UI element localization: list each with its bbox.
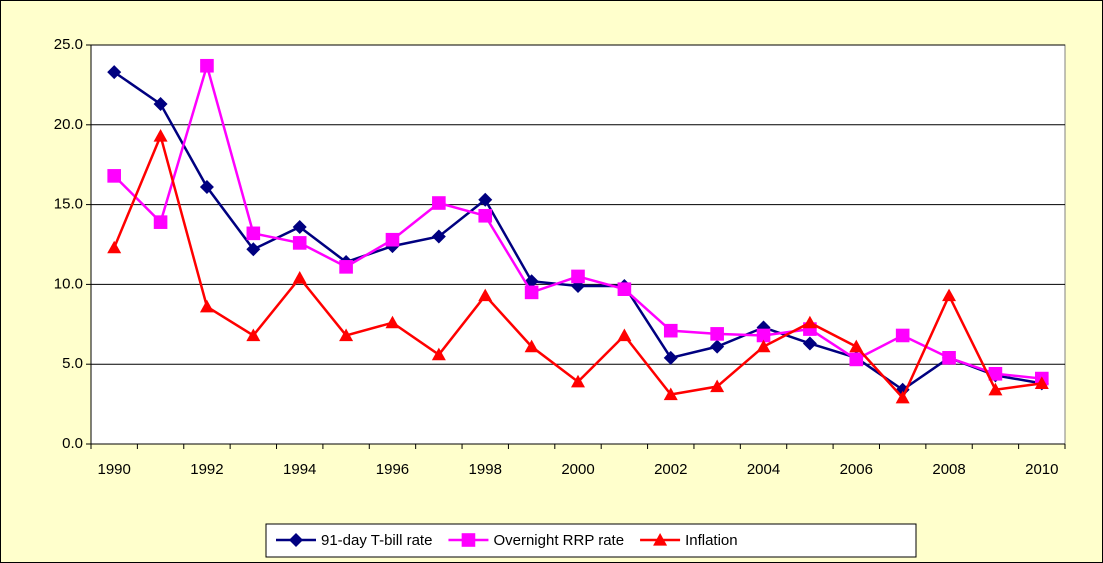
data-point xyxy=(292,271,307,284)
y-tick-label: 25.0 xyxy=(54,36,83,53)
x-tick-label: 2010 xyxy=(1025,461,1058,478)
data-point xyxy=(153,97,168,112)
x-tick-label: 2006 xyxy=(840,461,873,478)
data-point xyxy=(1034,376,1049,389)
data-point xyxy=(756,328,771,343)
data-point xyxy=(617,282,632,296)
data-point xyxy=(988,382,1003,396)
data-point xyxy=(246,242,261,257)
x-tick-label: 1998 xyxy=(469,461,502,478)
data-point xyxy=(849,339,864,353)
data-point xyxy=(292,236,307,250)
y-tick-label: 15.0 xyxy=(54,196,83,213)
data-point xyxy=(339,260,353,274)
x-tick-label: 2002 xyxy=(654,461,687,478)
data-point xyxy=(478,208,493,223)
x-tick-label: 1994 xyxy=(283,461,316,478)
data-point xyxy=(200,58,214,73)
data-point xyxy=(663,387,678,401)
data-point xyxy=(663,350,678,365)
data-point xyxy=(199,180,214,195)
data-point xyxy=(431,347,446,361)
y-tick-label: 5.0 xyxy=(62,355,83,372)
data-point xyxy=(385,315,400,329)
data-point xyxy=(571,374,585,388)
data-point xyxy=(153,128,168,142)
data-point xyxy=(478,288,493,302)
data-point xyxy=(107,65,122,80)
data-point xyxy=(710,339,725,354)
data-point xyxy=(107,169,121,183)
data-point xyxy=(756,339,771,353)
data-point xyxy=(988,366,1003,381)
x-tick-label: 2008 xyxy=(932,461,965,478)
x-tick-label: 2004 xyxy=(747,461,780,478)
data-point xyxy=(524,339,539,353)
data-point xyxy=(385,232,400,247)
legend-label: Overnight RRP rate xyxy=(493,532,624,549)
y-tick-label: 10.0 xyxy=(54,275,83,292)
data-point xyxy=(246,226,261,241)
data-point xyxy=(292,219,307,234)
x-tick-label: 1996 xyxy=(376,461,409,478)
legend-label: Inflation xyxy=(685,532,738,549)
data-point xyxy=(107,240,122,254)
x-tick-label: 1990 xyxy=(98,461,131,478)
x-tick-label: 2000 xyxy=(561,461,594,478)
data-point xyxy=(802,315,817,329)
x-tick-label: 1992 xyxy=(190,461,223,478)
legend-label: 91-day T-bill rate xyxy=(321,532,432,549)
data-point xyxy=(246,328,261,342)
data-point xyxy=(663,323,678,338)
data-point xyxy=(802,336,817,351)
data-point xyxy=(710,379,725,393)
y-tick-label: 20.0 xyxy=(54,116,83,133)
data-point xyxy=(942,351,956,365)
data-point xyxy=(942,288,957,302)
data-point xyxy=(617,328,632,342)
y-tick-label: 0.0 xyxy=(62,435,83,452)
data-point xyxy=(710,327,724,341)
data-point xyxy=(478,192,493,207)
data-point xyxy=(895,390,910,404)
data-point xyxy=(431,229,446,244)
legend-box xyxy=(265,523,917,558)
data-point xyxy=(432,196,446,210)
data-point xyxy=(199,299,214,313)
data-point xyxy=(153,215,168,229)
data-point xyxy=(849,352,864,367)
legend-marker xyxy=(461,533,476,547)
data-point xyxy=(339,328,354,342)
data-point xyxy=(895,328,910,343)
legend-marker xyxy=(653,533,668,546)
legend-marker xyxy=(289,533,303,547)
data-point xyxy=(571,269,585,284)
data-point xyxy=(524,285,539,300)
